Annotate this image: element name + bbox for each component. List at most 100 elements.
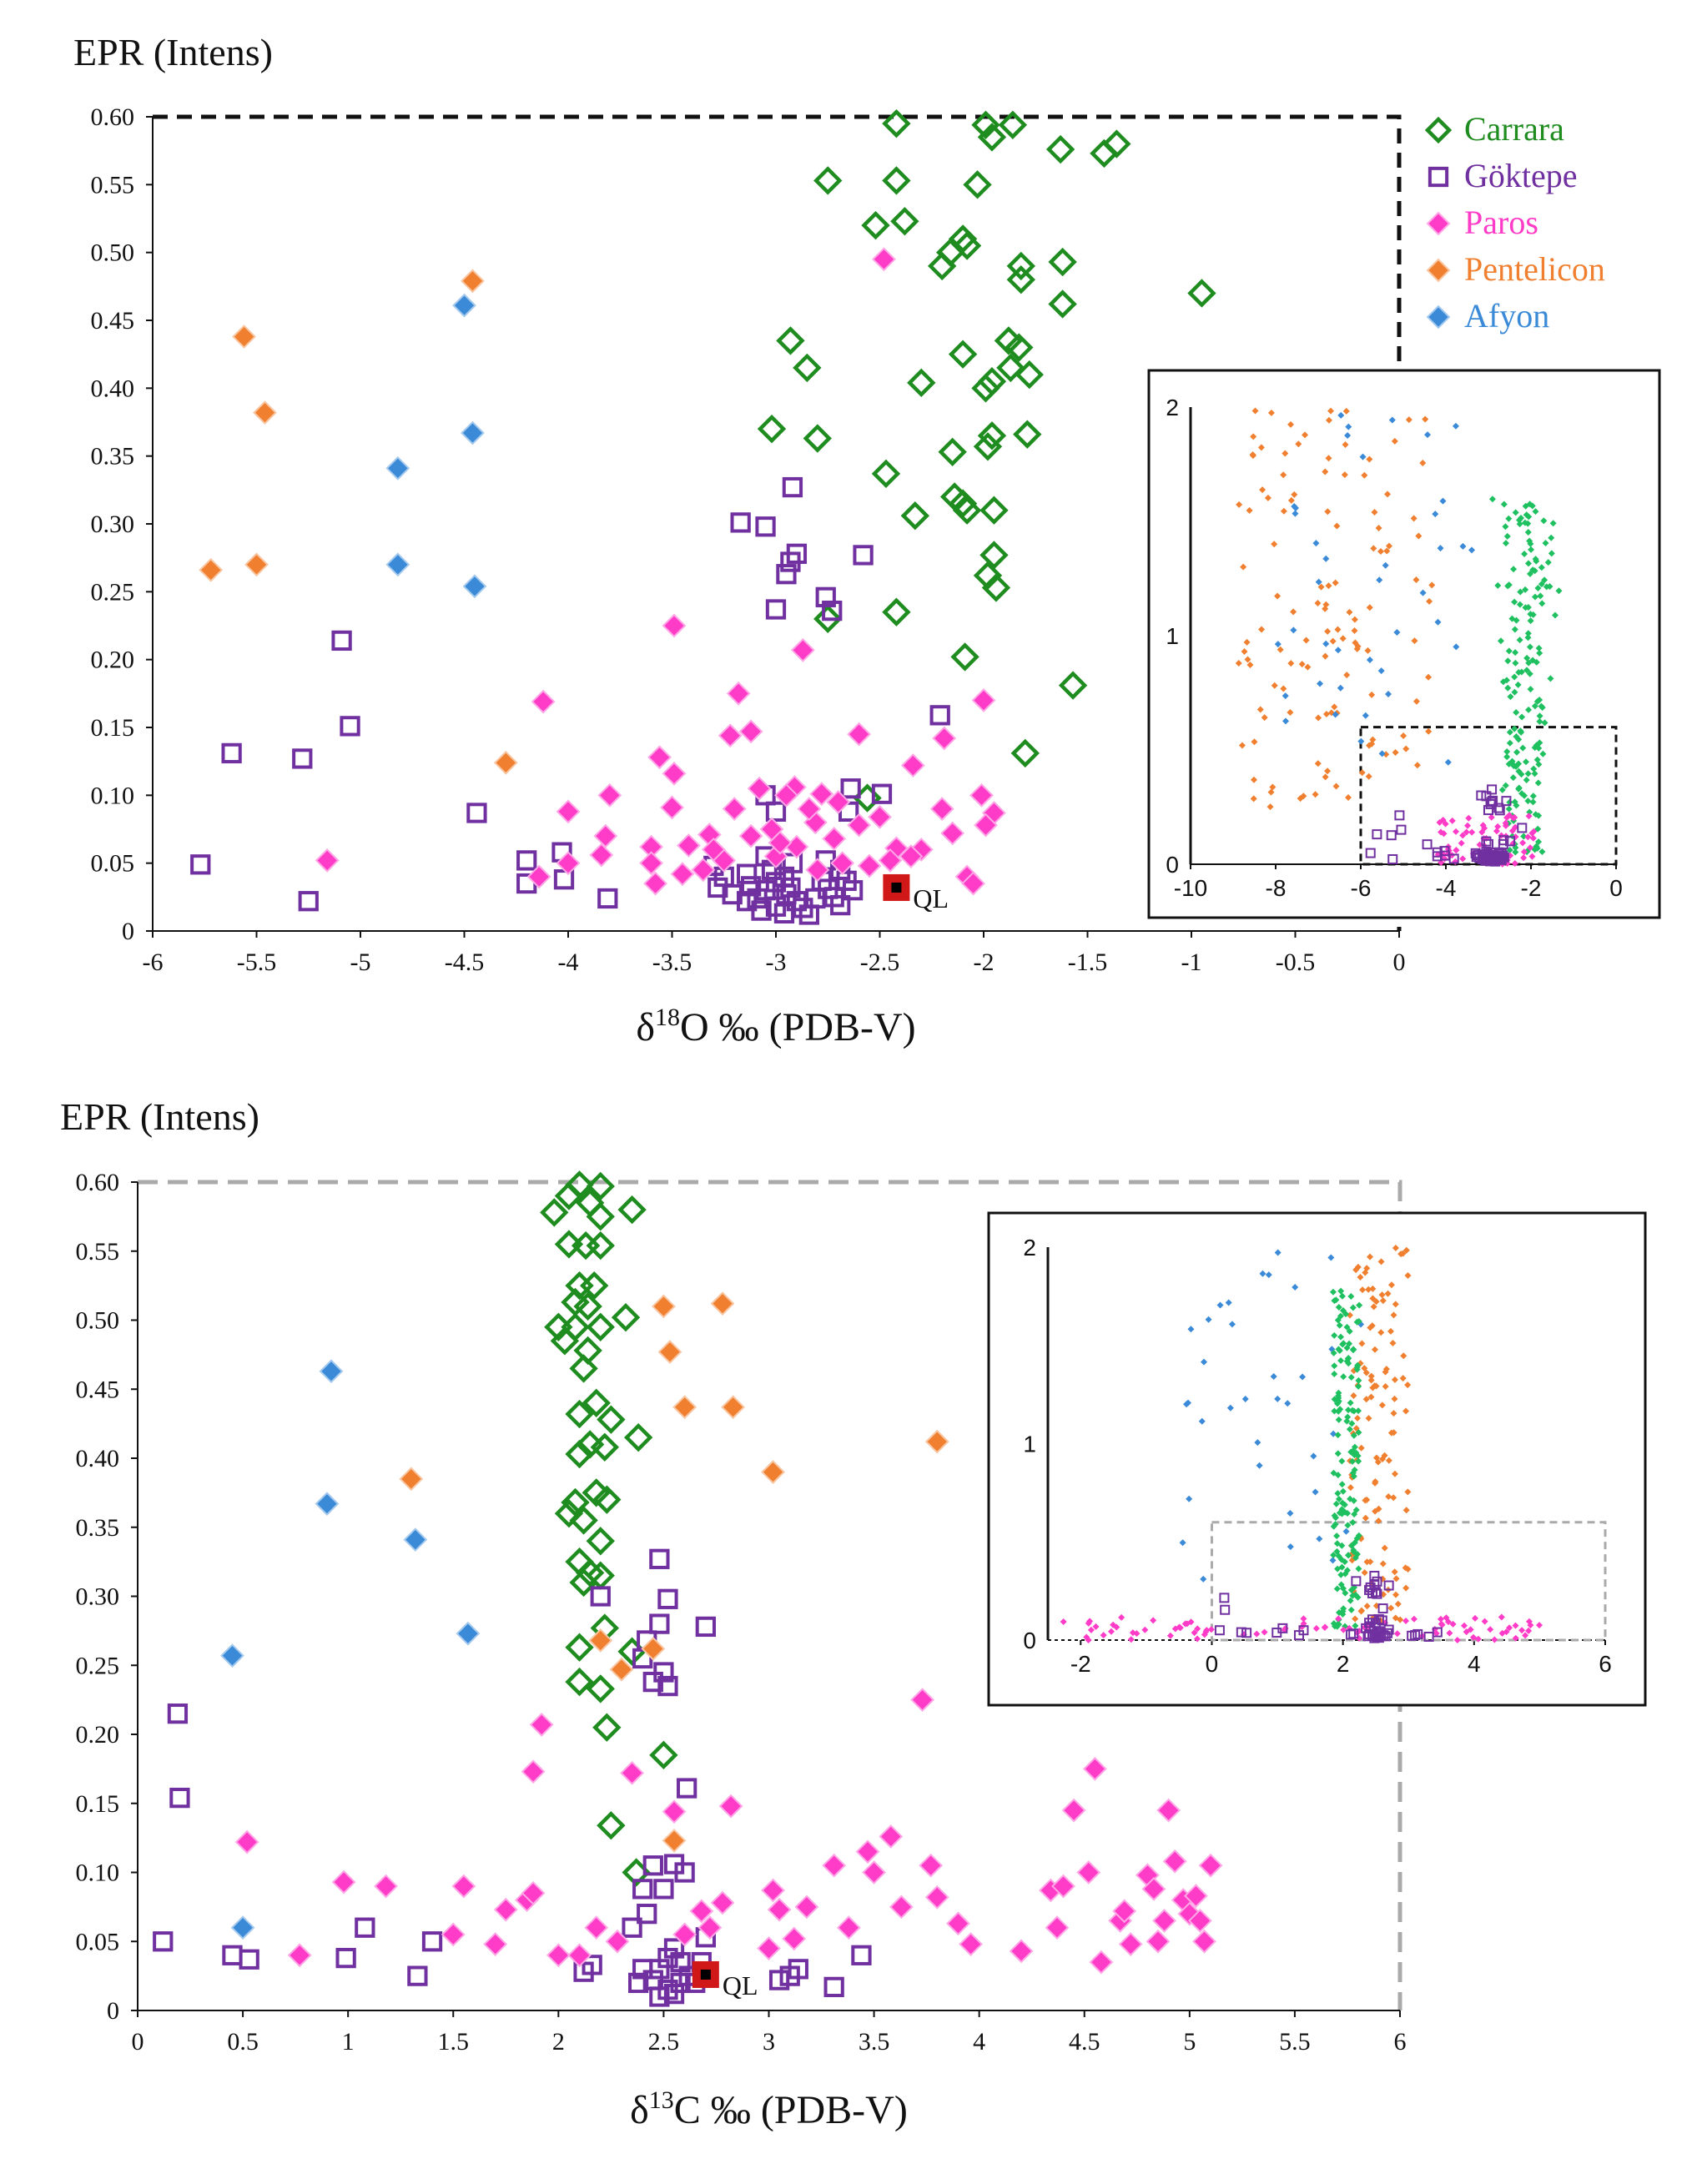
inset-point xyxy=(1459,855,1467,863)
inset-point-goktepe xyxy=(1365,848,1376,858)
inset-point xyxy=(1324,767,1332,775)
data-point-paros xyxy=(556,799,581,824)
inset-x-tick-label: -8 xyxy=(1266,875,1287,901)
inset-point xyxy=(1507,693,1514,701)
inset-point xyxy=(1516,601,1523,608)
inset-point xyxy=(1250,433,1257,440)
inset-point xyxy=(1498,1629,1506,1637)
data-point-carrara xyxy=(1048,247,1077,277)
data-point-göktepe xyxy=(632,1959,653,1980)
inset-point-goktepe xyxy=(1219,1593,1230,1603)
y-tick-label: 0.15 xyxy=(91,714,135,742)
data-point-carrara xyxy=(1187,279,1216,308)
data-point-pentelicon xyxy=(657,1340,682,1364)
inset-x-tick-label: 6 xyxy=(1599,1651,1612,1677)
inset-point xyxy=(1541,719,1548,727)
inset-point xyxy=(1287,709,1294,717)
inset-point xyxy=(1404,1566,1412,1573)
inset-x-tick-label: -6 xyxy=(1351,875,1372,901)
inset-point xyxy=(1183,1401,1191,1408)
inset-point xyxy=(1527,617,1534,625)
inset-point xyxy=(1542,539,1549,546)
inset-point-goktepe xyxy=(1412,1628,1423,1639)
data-point-paros xyxy=(589,843,614,868)
inset-point xyxy=(1402,1584,1410,1592)
y-tick-label: 0.30 xyxy=(91,511,135,538)
inset-point xyxy=(1314,760,1322,767)
inset-point xyxy=(1523,511,1530,519)
inset-point xyxy=(1515,668,1523,676)
y-tick-label: 0.05 xyxy=(91,850,135,878)
inset-point xyxy=(1100,1632,1107,1639)
data-point-carrara xyxy=(573,1291,602,1321)
data-point-carrara xyxy=(861,210,890,240)
inset-point xyxy=(1544,559,1552,566)
inset-point xyxy=(1334,626,1342,633)
data-point-göktepe xyxy=(153,1931,174,1952)
inset-chart: 0 1 2 -2 0 2 4 6 xyxy=(987,1211,1647,1707)
data-point-carrara xyxy=(586,1202,615,1231)
y-tick-label: 0.15 xyxy=(76,1790,120,1818)
data-point-paros xyxy=(878,848,903,873)
data-point-göktepe xyxy=(780,551,801,572)
inset-point xyxy=(1354,1593,1362,1601)
data-point-göktepe xyxy=(842,880,864,901)
inset-point xyxy=(1459,832,1467,839)
inset-point xyxy=(1528,853,1536,860)
data-point-carrara xyxy=(948,340,978,369)
inset-point xyxy=(1391,1470,1398,1477)
data-point-pentelicon xyxy=(461,269,485,294)
inset-point xyxy=(1200,1575,1207,1583)
x-tick-label: -1 xyxy=(1181,949,1202,976)
y-tick-label: 0.05 xyxy=(76,1928,120,1955)
inset-point xyxy=(1362,1369,1370,1376)
inset-point xyxy=(1488,813,1495,821)
inset-point xyxy=(1523,777,1530,784)
inset-point-goktepe xyxy=(1377,1615,1387,1626)
data-point-paros xyxy=(718,723,743,748)
legend-label-pentelicon: Pentelicon xyxy=(1464,250,1605,288)
data-point-paros xyxy=(670,862,695,887)
inset-point xyxy=(1299,1373,1307,1381)
series-ql xyxy=(883,873,910,901)
data-point-paros xyxy=(662,761,687,786)
inset-point xyxy=(1347,1373,1355,1381)
inset-point xyxy=(1347,1292,1355,1300)
inset-point xyxy=(1337,1571,1345,1578)
inset-point-goktepe xyxy=(1277,1623,1288,1633)
inset-point xyxy=(1448,817,1456,824)
inset-point-goktepe xyxy=(1483,805,1493,816)
inset-point xyxy=(1257,444,1265,451)
inset-point xyxy=(1419,589,1427,596)
inset-point xyxy=(1449,1620,1457,1628)
inset-point xyxy=(1316,1535,1323,1542)
inset-point xyxy=(1519,839,1527,847)
x-axis-title-suffix: O ‰ (PDB-V) xyxy=(680,1005,916,1049)
y-axis-title: EPR (Intens) xyxy=(60,1095,259,1138)
inset-point xyxy=(1549,520,1557,527)
inset-point xyxy=(1359,453,1367,460)
data-point-göktepe xyxy=(677,1778,697,1799)
inset-point xyxy=(1351,1511,1358,1518)
data-point-paros xyxy=(1118,1932,1143,1956)
inset-point xyxy=(1525,1627,1533,1634)
data-point-carrara xyxy=(1010,738,1040,768)
x-axis-title: δ13C ‰ (PDB-V) xyxy=(630,2086,908,2132)
inset-point xyxy=(1463,828,1470,836)
inset-point xyxy=(1343,1417,1351,1425)
inset-point xyxy=(1358,1340,1366,1347)
inset-point xyxy=(1440,830,1448,838)
data-point-paros xyxy=(971,688,996,712)
inset-point-goktepe xyxy=(1432,1627,1443,1638)
data-point-paros xyxy=(677,833,701,858)
inset-point xyxy=(1513,802,1520,809)
data-point-paros xyxy=(757,1936,781,1960)
data-point-paros xyxy=(647,745,672,770)
inset-point-goktepe xyxy=(1351,1576,1362,1587)
inset-point xyxy=(1330,1620,1337,1628)
inset-point xyxy=(1520,848,1528,856)
inset-point xyxy=(1250,776,1257,783)
inset-point xyxy=(1518,728,1525,736)
inset-point xyxy=(1535,838,1543,846)
inset-point xyxy=(1302,431,1309,439)
